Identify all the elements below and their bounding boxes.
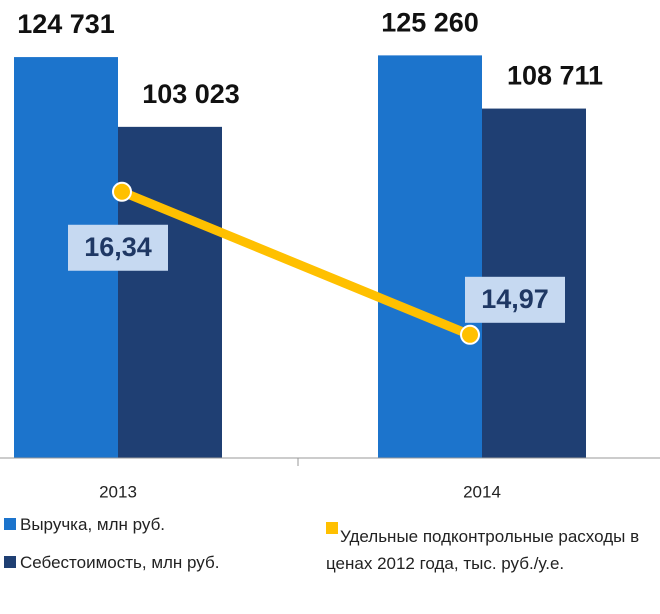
data-label-bg xyxy=(68,224,168,271)
legend-label: Удельные подконтрольные расходы в ценах … xyxy=(326,527,640,573)
data-label-bg xyxy=(465,276,565,323)
data-label: 103 023 xyxy=(142,79,240,109)
legend-item: Выручка, млн руб. xyxy=(4,512,165,538)
line-point xyxy=(460,324,480,345)
x-tick-label: 2014 xyxy=(463,482,501,501)
data-label: 14,97 xyxy=(481,284,549,314)
data-label: 124 731 xyxy=(17,9,115,39)
legend-item: Удельные подконтрольные расходы в ценах … xyxy=(326,522,658,577)
line-point xyxy=(112,181,132,202)
bar xyxy=(378,55,482,458)
legend-item: Себестоимость, млн руб. xyxy=(4,550,219,576)
data-label: 16,34 xyxy=(84,232,152,262)
legend-label: Себестоимость, млн руб. xyxy=(20,553,220,572)
legend-swatch xyxy=(4,518,16,530)
bar xyxy=(118,126,222,458)
legend-label: Выручка, млн руб. xyxy=(20,515,166,534)
line xyxy=(120,187,472,339)
legend-swatch xyxy=(4,556,16,568)
legend-swatch xyxy=(326,522,338,534)
data-label: 108 711 xyxy=(507,61,603,91)
data-label: 125 260 xyxy=(381,8,479,38)
x-tick-label: 2013 xyxy=(99,482,137,501)
